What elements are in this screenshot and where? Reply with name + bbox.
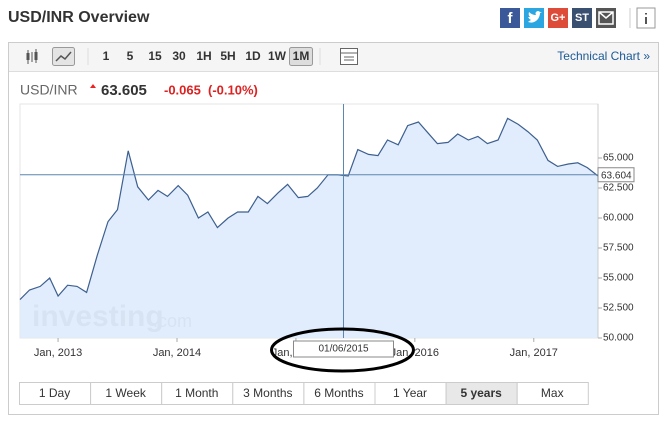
price: 63.605 <box>101 82 147 99</box>
period-label: 1 Week <box>105 386 146 400</box>
x-tick-label: Jan, 2017 <box>510 347 558 359</box>
x-tick-label: Jan, 2014 <box>153 347 201 359</box>
y-tick-label: 62.500 <box>603 183 634 194</box>
facebook-icon: f <box>508 10 514 27</box>
twitter-icon <box>528 11 542 23</box>
price-line <box>19 117 599 301</box>
interval-button[interactable]: 1D <box>245 49 261 63</box>
y-tick-label: 55.000 <box>603 273 634 284</box>
period-label: 1 Year <box>393 386 427 400</box>
y-tick-label: 52.500 <box>603 303 634 314</box>
interval-active <box>289 47 313 66</box>
period-label: 1 Day <box>39 386 70 400</box>
period-button[interactable] <box>516 382 589 405</box>
mail-icon <box>598 11 614 25</box>
line-icon <box>55 51 72 62</box>
title: USD/INR Overview <box>8 9 150 26</box>
interval-button[interactable]: 1H <box>196 49 211 63</box>
interval-button[interactable]: 30 <box>172 49 186 63</box>
down-arrow <box>90 84 96 88</box>
line-chart-button[interactable] <box>52 47 75 66</box>
crosshair-y-label: 63.604 <box>601 170 632 181</box>
y-tick-label: 57.500 <box>603 243 634 254</box>
chart: investing.com50.00052.50055.00057.50060.… <box>19 103 635 373</box>
period-label: 5 years <box>460 386 502 400</box>
period-label: 1 Month <box>175 386 218 400</box>
interval-button[interactable]: 5 <box>127 49 134 63</box>
annotation-circle <box>269 327 415 373</box>
y-tick-label: 60.000 <box>603 213 634 224</box>
technical-chart-link[interactable]: Technical Chart » <box>557 49 650 63</box>
crosshair-y-box <box>597 167 635 183</box>
interval-button[interactable]: 5H <box>220 49 235 63</box>
interval-button[interactable]: 1W <box>268 49 287 63</box>
google-icon: G+ <box>551 12 566 24</box>
toolbar <box>9 43 658 71</box>
x-tick-label: Jan, 2013 <box>34 347 82 359</box>
candle-icon[interactable] <box>26 49 38 64</box>
y-tick-label: 65.000 <box>603 153 634 164</box>
share-stocktwits[interactable] <box>572 8 592 28</box>
interval-button[interactable]: 1M <box>293 49 310 63</box>
settings-button[interactable] <box>340 48 358 65</box>
period-label: 3 Months <box>243 386 292 400</box>
period-label: 6 Months <box>314 386 363 400</box>
symbol: USD/INR <box>20 82 78 98</box>
change: -0.065 <box>164 82 201 97</box>
x-tick-label: Jan, 2016 <box>391 347 439 359</box>
share-facebook[interactable] <box>500 8 520 28</box>
share-google[interactable] <box>548 8 568 28</box>
change-percent: (-0.10%) <box>208 82 258 97</box>
y-tick-label: 50.000 <box>603 333 634 344</box>
interval-button[interactable]: 15 <box>148 49 162 63</box>
stocktwits-icon: ST <box>575 12 589 24</box>
crosshair-x-label: 01/06/2015 <box>318 344 368 355</box>
period-label: Max <box>541 386 564 400</box>
interval-button[interactable]: 1 <box>103 49 110 63</box>
crosshair-x-box <box>292 340 394 358</box>
area-fill <box>20 118 598 339</box>
